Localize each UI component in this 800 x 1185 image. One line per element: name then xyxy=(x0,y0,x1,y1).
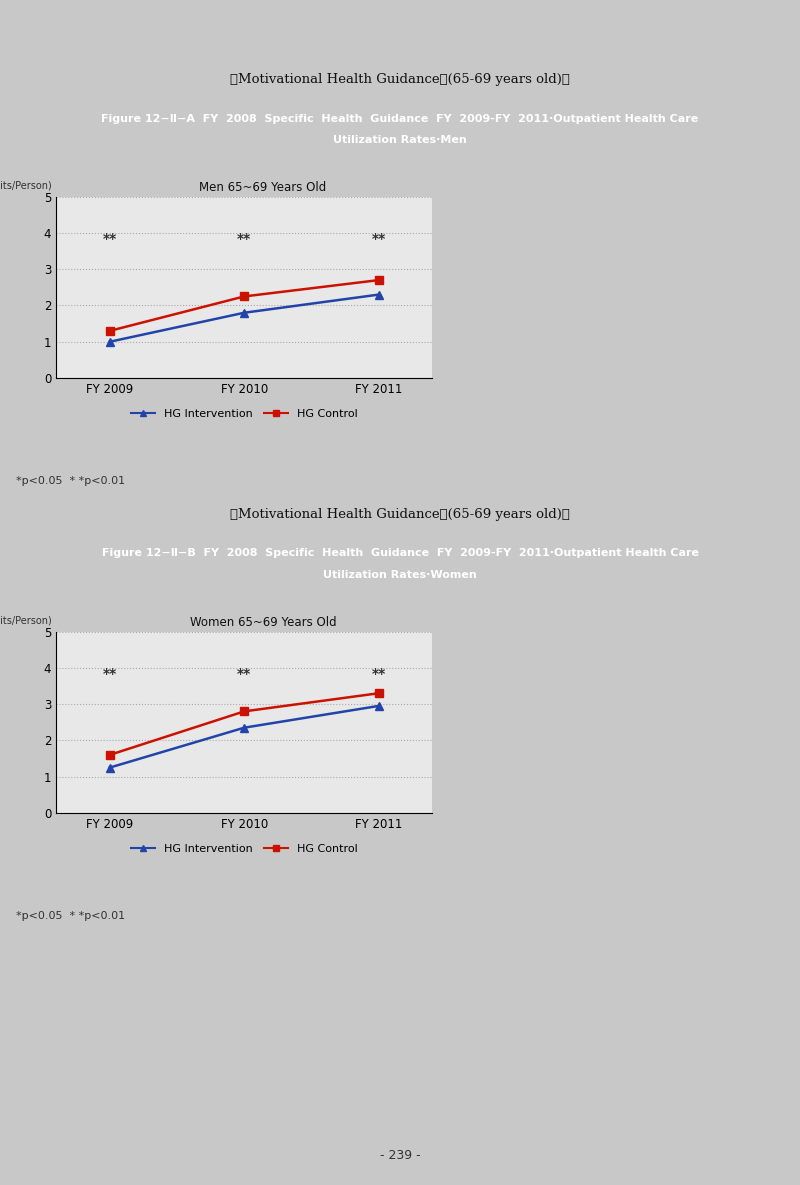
Text: (Visits/Person): (Visits/Person) xyxy=(0,181,52,191)
Text: 「Motivational Health Guidance　(65-69 years old)」: 「Motivational Health Guidance (65-69 yea… xyxy=(230,508,570,520)
Text: *p<0.05  * *p<0.01: *p<0.05 * *p<0.01 xyxy=(16,911,125,921)
Text: **: ** xyxy=(237,231,251,245)
Text: **: ** xyxy=(371,231,386,245)
Title: Men 65~69 Years Old: Men 65~69 Years Old xyxy=(199,181,326,194)
Text: **: ** xyxy=(371,666,386,680)
Text: **: ** xyxy=(102,231,117,245)
Text: **: ** xyxy=(102,666,117,680)
Legend: HG Intervention, HG Control: HG Intervention, HG Control xyxy=(126,839,362,858)
Text: **: ** xyxy=(237,666,251,680)
Text: Utilization Rates·Men: Utilization Rates·Men xyxy=(333,135,467,146)
Text: Figure 12−Ⅱ−B  FY  2008  Specific  Health  Guidance  FY  2009-FY  2011·Outpatien: Figure 12−Ⅱ−B FY 2008 Specific Health Gu… xyxy=(102,549,698,558)
Text: (Visits/Person): (Visits/Person) xyxy=(0,616,52,626)
Legend: HG Intervention, HG Control: HG Intervention, HG Control xyxy=(126,404,362,423)
Text: - 239 -: - 239 - xyxy=(380,1149,420,1161)
Title: Women 65~69 Years Old: Women 65~69 Years Old xyxy=(190,616,336,629)
Text: *p<0.05  * *p<0.01: *p<0.05 * *p<0.01 xyxy=(16,476,125,486)
Text: Figure 12−Ⅱ−A  FY  2008  Specific  Health  Guidance  FY  2009-FY  2011·Outpatien: Figure 12−Ⅱ−A FY 2008 Specific Health Gu… xyxy=(102,114,698,123)
Text: Utilization Rates·Women: Utilization Rates·Women xyxy=(323,570,477,581)
Text: 「Motivational Health Guidance　(65-69 years old)」: 「Motivational Health Guidance (65-69 yea… xyxy=(230,73,570,85)
